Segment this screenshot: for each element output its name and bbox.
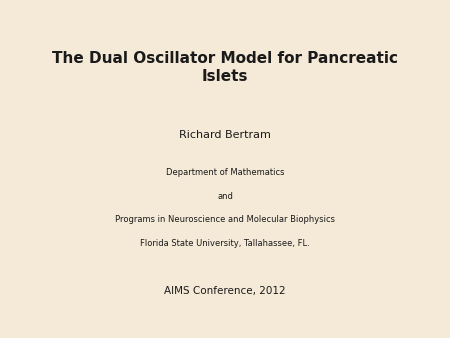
Text: AIMS Conference, 2012: AIMS Conference, 2012 [164,286,286,296]
Text: Richard Bertram: Richard Bertram [179,130,271,140]
Text: Programs in Neuroscience and Molecular Biophysics: Programs in Neuroscience and Molecular B… [115,215,335,224]
Text: Florida State University, Tallahassee, FL.: Florida State University, Tallahassee, F… [140,239,310,248]
Text: Department of Mathematics: Department of Mathematics [166,168,284,177]
Text: and: and [217,192,233,200]
Text: The Dual Oscillator Model for Pancreatic
Islets: The Dual Oscillator Model for Pancreatic… [52,51,398,84]
